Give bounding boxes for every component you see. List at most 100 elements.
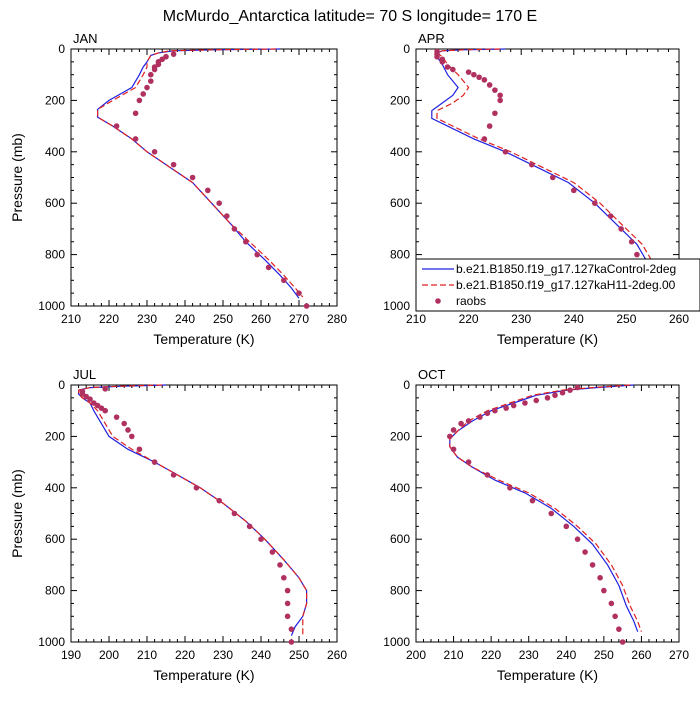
x-tick-label: 250 — [594, 648, 614, 662]
raobs-point — [439, 59, 446, 65]
x-tick-label: 260 — [327, 648, 347, 662]
raobs-point — [563, 523, 570, 530]
raobs-points — [447, 384, 626, 645]
raobs-point — [476, 74, 482, 81]
raobs-point — [502, 149, 509, 155]
x-tick-label: 240 — [251, 648, 271, 662]
raobs-point — [574, 384, 581, 391]
raobs-point — [281, 574, 287, 581]
x-tick-label: 250 — [213, 312, 233, 326]
raobs-point — [567, 387, 573, 393]
legend-entry: raobs — [456, 294, 486, 308]
raobs-point — [281, 277, 287, 284]
panel-label: OCT — [418, 367, 446, 382]
raobs-point — [216, 200, 222, 206]
raobs-point — [284, 587, 291, 594]
raobs-point — [288, 639, 295, 645]
control-line — [78, 384, 308, 636]
raobs-point — [170, 51, 177, 57]
y-tick-label: 1000 — [383, 299, 410, 313]
legend: b.e21.B1850.f19_g17.127kaControl-2deg b.e… — [415, 258, 700, 312]
raobs-point — [486, 82, 493, 88]
raobs-point — [224, 213, 230, 219]
raobs-point — [522, 400, 528, 406]
raobs-point — [434, 53, 440, 60]
raobs-point — [205, 187, 211, 194]
x-tick-label: 240 — [556, 648, 576, 662]
y-tick-label: 200 — [390, 429, 410, 443]
raobs-point — [288, 626, 295, 632]
h11-line — [449, 384, 642, 632]
x-tick-label: 210 — [137, 648, 157, 662]
y-tick-label: 0 — [403, 42, 410, 56]
raobs-point — [231, 510, 238, 517]
raobs-point — [129, 433, 135, 440]
y-tick-label: 400 — [390, 481, 410, 495]
raobs-point — [87, 396, 93, 402]
panel-jul: JUL 190 200 210 220 230 240 250 260 0 200 400 600 800… — [9, 367, 347, 683]
raobs-point — [136, 446, 143, 453]
raobs-point — [559, 389, 566, 396]
x-tick-label: 230 — [213, 648, 233, 662]
x-axis-label: Temperature (K) — [153, 667, 254, 683]
raobs-point — [284, 600, 291, 607]
y-tick-label: 800 — [45, 584, 65, 598]
raobs-point — [303, 303, 310, 309]
raobs-point — [151, 459, 158, 465]
raobs-point — [113, 123, 120, 129]
raobs-point — [552, 392, 558, 399]
y-tick-label: 600 — [390, 196, 410, 210]
raobs-point — [544, 395, 551, 401]
y-tick-label: 0 — [403, 378, 410, 392]
raobs-point — [481, 77, 488, 83]
x-tick-label: 260 — [669, 312, 689, 326]
raobs-point — [481, 136, 488, 142]
raobs-point — [471, 71, 477, 78]
raobs-point — [533, 397, 540, 404]
raobs-point — [265, 264, 272, 271]
raobs-point — [125, 427, 131, 433]
raobs-point — [450, 66, 456, 73]
raobs-point — [628, 238, 635, 245]
raobs-point — [549, 174, 556, 181]
raobs-point — [296, 290, 302, 296]
raobs-point — [458, 420, 464, 427]
raobs-point — [601, 587, 607, 594]
y-tick-label: 800 — [390, 584, 410, 598]
x-tick-label: 230 — [519, 648, 539, 662]
x-tick-label: 220 — [175, 648, 195, 662]
x-tick-label: 210 — [444, 648, 464, 662]
raobs-point — [484, 410, 491, 417]
raobs-point — [231, 226, 238, 232]
raobs-point — [151, 66, 158, 73]
plot-frame — [70, 48, 338, 307]
raobs-points — [113, 51, 310, 309]
raobs-points — [79, 386, 295, 645]
raobs-point — [465, 69, 472, 75]
y-tick-label: 400 — [45, 481, 65, 495]
raobs-point — [113, 414, 120, 420]
legend-box — [415, 258, 700, 312]
raobs-point — [507, 485, 513, 491]
raobs-point — [465, 418, 472, 424]
y-tick-label: 1000 — [38, 635, 65, 649]
x-axis-label: Temperature (K) — [153, 331, 254, 347]
raobs-point — [607, 213, 614, 219]
h11-line — [435, 48, 664, 300]
raobs-point — [277, 562, 283, 568]
raobs-point — [148, 78, 154, 84]
x-tick-label: 200 — [406, 648, 426, 662]
raobs-point — [612, 613, 618, 620]
raobs-point — [492, 407, 498, 414]
x-tick-label: 220 — [99, 312, 119, 326]
raobs-point — [246, 523, 253, 530]
panel-label: APR — [418, 31, 445, 46]
y-tick-label: 400 — [390, 145, 410, 159]
raobs-point — [148, 71, 154, 78]
raobs-point — [486, 123, 493, 129]
raobs-point — [189, 174, 196, 181]
raobs-point — [548, 510, 555, 517]
y-tick-label: 200 — [45, 429, 65, 443]
y-tick-label: 800 — [390, 248, 410, 262]
